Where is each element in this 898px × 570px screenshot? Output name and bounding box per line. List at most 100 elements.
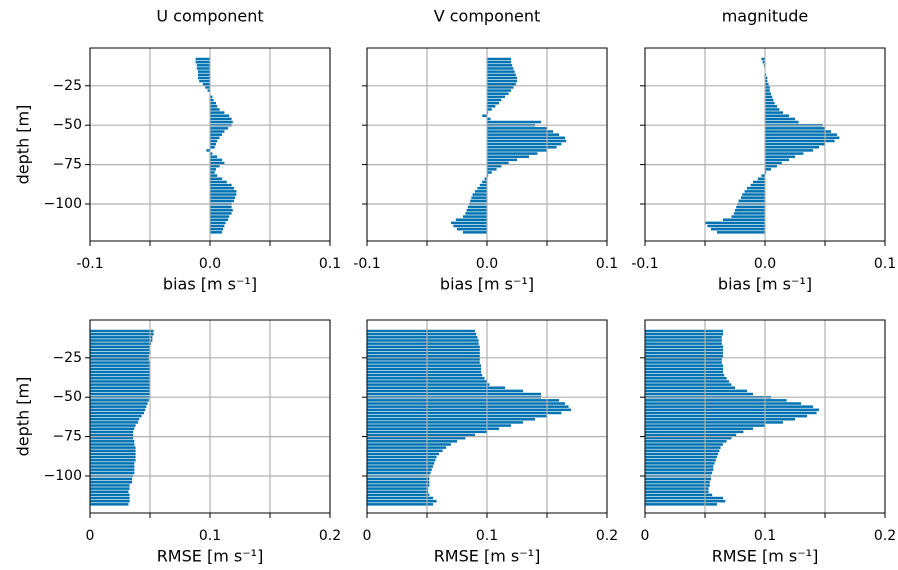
bar bbox=[765, 117, 795, 121]
bar bbox=[645, 468, 714, 471]
bar bbox=[90, 487, 130, 490]
bar bbox=[206, 149, 210, 152]
bar bbox=[367, 402, 565, 405]
bar bbox=[90, 336, 153, 339]
bar bbox=[645, 399, 787, 402]
bar bbox=[90, 389, 150, 393]
y-tick-label: −25 bbox=[52, 78, 82, 94]
bar bbox=[210, 111, 225, 114]
bar bbox=[367, 345, 480, 349]
bar bbox=[367, 358, 480, 361]
bar bbox=[750, 183, 765, 187]
bar bbox=[367, 446, 447, 449]
bar bbox=[367, 496, 433, 500]
bar bbox=[765, 79, 768, 83]
bar bbox=[645, 487, 709, 490]
bar bbox=[487, 127, 547, 130]
bar bbox=[367, 490, 429, 493]
bar bbox=[765, 76, 768, 80]
bar bbox=[90, 484, 130, 487]
bar bbox=[196, 67, 210, 70]
bar bbox=[487, 67, 514, 70]
bar bbox=[765, 145, 819, 149]
bar bbox=[90, 383, 150, 386]
bar bbox=[367, 452, 439, 456]
x-axis-label: bias [m s⁻¹] bbox=[163, 275, 257, 294]
bar bbox=[487, 101, 499, 105]
bar bbox=[90, 503, 129, 506]
axes-frame bbox=[644, 319, 886, 514]
bar bbox=[90, 373, 150, 377]
bar bbox=[645, 465, 714, 468]
bar bbox=[765, 161, 782, 165]
bar bbox=[487, 142, 562, 146]
bar bbox=[765, 133, 837, 136]
bar bbox=[198, 70, 210, 73]
bar bbox=[761, 174, 765, 177]
axes-frame bbox=[366, 319, 608, 514]
bar bbox=[367, 386, 505, 390]
x-tick-label: 0.0 bbox=[476, 256, 498, 272]
bar bbox=[765, 86, 770, 89]
bar bbox=[487, 57, 511, 61]
y-tick-label: −75 bbox=[52, 429, 82, 445]
bar bbox=[367, 481, 430, 484]
y-tick-label: −75 bbox=[52, 157, 82, 173]
bar bbox=[645, 471, 713, 475]
bar bbox=[90, 332, 154, 336]
bar bbox=[765, 89, 770, 92]
bar bbox=[484, 177, 487, 181]
bar bbox=[367, 477, 430, 481]
bar bbox=[487, 79, 517, 83]
x-tick-label: -0.1 bbox=[353, 256, 380, 272]
bar bbox=[210, 145, 215, 149]
bar bbox=[477, 186, 487, 190]
bar bbox=[210, 174, 218, 177]
bar bbox=[645, 408, 819, 412]
y-axis-label: depth [m] bbox=[14, 377, 33, 457]
bar bbox=[487, 130, 553, 133]
bar bbox=[645, 332, 723, 336]
bar bbox=[205, 86, 210, 89]
bar bbox=[645, 433, 737, 437]
bar bbox=[645, 493, 713, 497]
bar bbox=[90, 405, 147, 408]
x-tick-label: 0.1 bbox=[596, 256, 618, 272]
bar bbox=[487, 164, 502, 168]
x-tick-label: -0.1 bbox=[631, 256, 658, 272]
bar bbox=[210, 231, 222, 234]
bar bbox=[753, 180, 765, 184]
bar bbox=[645, 414, 807, 418]
bar bbox=[645, 477, 711, 481]
bar bbox=[738, 199, 765, 203]
x-tick-label: 0 bbox=[86, 528, 95, 544]
bar bbox=[466, 209, 487, 212]
bar bbox=[645, 329, 723, 333]
x-axis-label: RMSE [m s⁻¹] bbox=[434, 547, 541, 566]
bar bbox=[645, 427, 753, 430]
bar bbox=[210, 120, 233, 124]
bar bbox=[765, 127, 825, 130]
bar bbox=[645, 392, 753, 396]
bar bbox=[367, 455, 437, 459]
bar bbox=[210, 177, 222, 181]
bar bbox=[453, 224, 487, 228]
bar bbox=[367, 433, 475, 437]
bar bbox=[210, 133, 222, 136]
bar bbox=[367, 424, 511, 427]
bar bbox=[210, 221, 226, 225]
bar bbox=[645, 364, 723, 367]
bar bbox=[367, 408, 571, 412]
bar bbox=[465, 212, 487, 215]
bar bbox=[487, 117, 491, 121]
bar bbox=[717, 231, 765, 234]
y-tick-label: −25 bbox=[52, 350, 82, 366]
bar bbox=[210, 168, 216, 171]
bar bbox=[90, 443, 135, 446]
bar bbox=[90, 414, 142, 418]
bar bbox=[367, 458, 436, 462]
bar bbox=[90, 417, 140, 421]
bar bbox=[472, 193, 487, 196]
x-tick-label: 0 bbox=[363, 528, 372, 544]
bar bbox=[90, 430, 134, 434]
